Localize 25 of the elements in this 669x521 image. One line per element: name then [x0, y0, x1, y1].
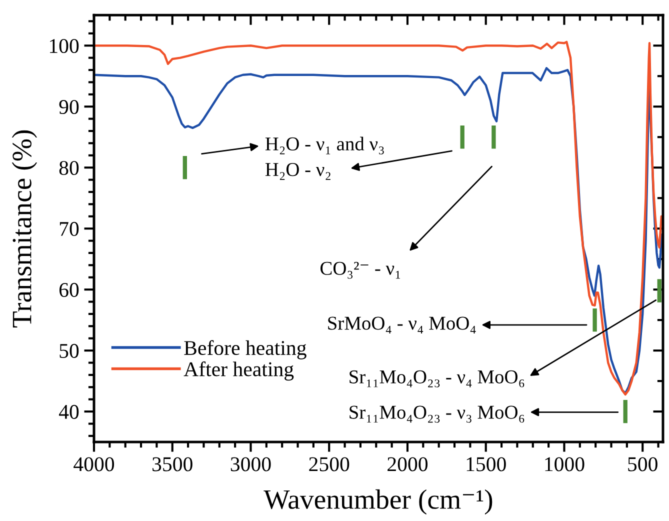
x-axis-title: Wavenumber (cm⁻¹) — [264, 489, 492, 515]
annotation: SrMoO₄ - ν₄ MoO₄ — [328, 316, 476, 334]
annotation: Sr₁₁Mo₄O₂₃ - ν₄ MoO₆ — [350, 370, 524, 388]
x-tick-label: 4000 — [74, 457, 114, 472]
x-tick-label: 1500 — [466, 457, 506, 472]
annotation: H₂O - ν₂ — [265, 163, 330, 180]
y-tick-label: 60 — [59, 282, 79, 297]
x-tick-label: 1000 — [545, 457, 584, 472]
x-tick-label: 2500 — [309, 457, 350, 472]
y-tick-label: 100 — [50, 38, 79, 54]
x-tick-label: 3000 — [230, 457, 271, 472]
legend-label: Before heating — [184, 340, 306, 360]
y-tick-label: 50 — [60, 344, 79, 358]
x-tick-label: 3500 — [152, 457, 192, 472]
y-tick-label: 40 — [58, 404, 79, 419]
x-tick-label: 500 — [628, 457, 658, 472]
annotation: CO₃²⁻ - ν₁ — [320, 262, 400, 279]
x-tick-label: 2000 — [388, 457, 428, 472]
legend-label: After heating — [184, 361, 294, 381]
annotation: Sr₁₁Mo₄O₂₃ - ν₃ MoO₆ — [350, 406, 524, 423]
y-tick-label: 80 — [59, 160, 79, 176]
y-axis-title: Transmitance (%) — [12, 130, 38, 328]
y-tick-label: 90 — [59, 100, 79, 114]
annotation: H₂O - ν₁ and ν₃ — [265, 136, 384, 154]
y-tick-label: 70 — [60, 222, 79, 236]
